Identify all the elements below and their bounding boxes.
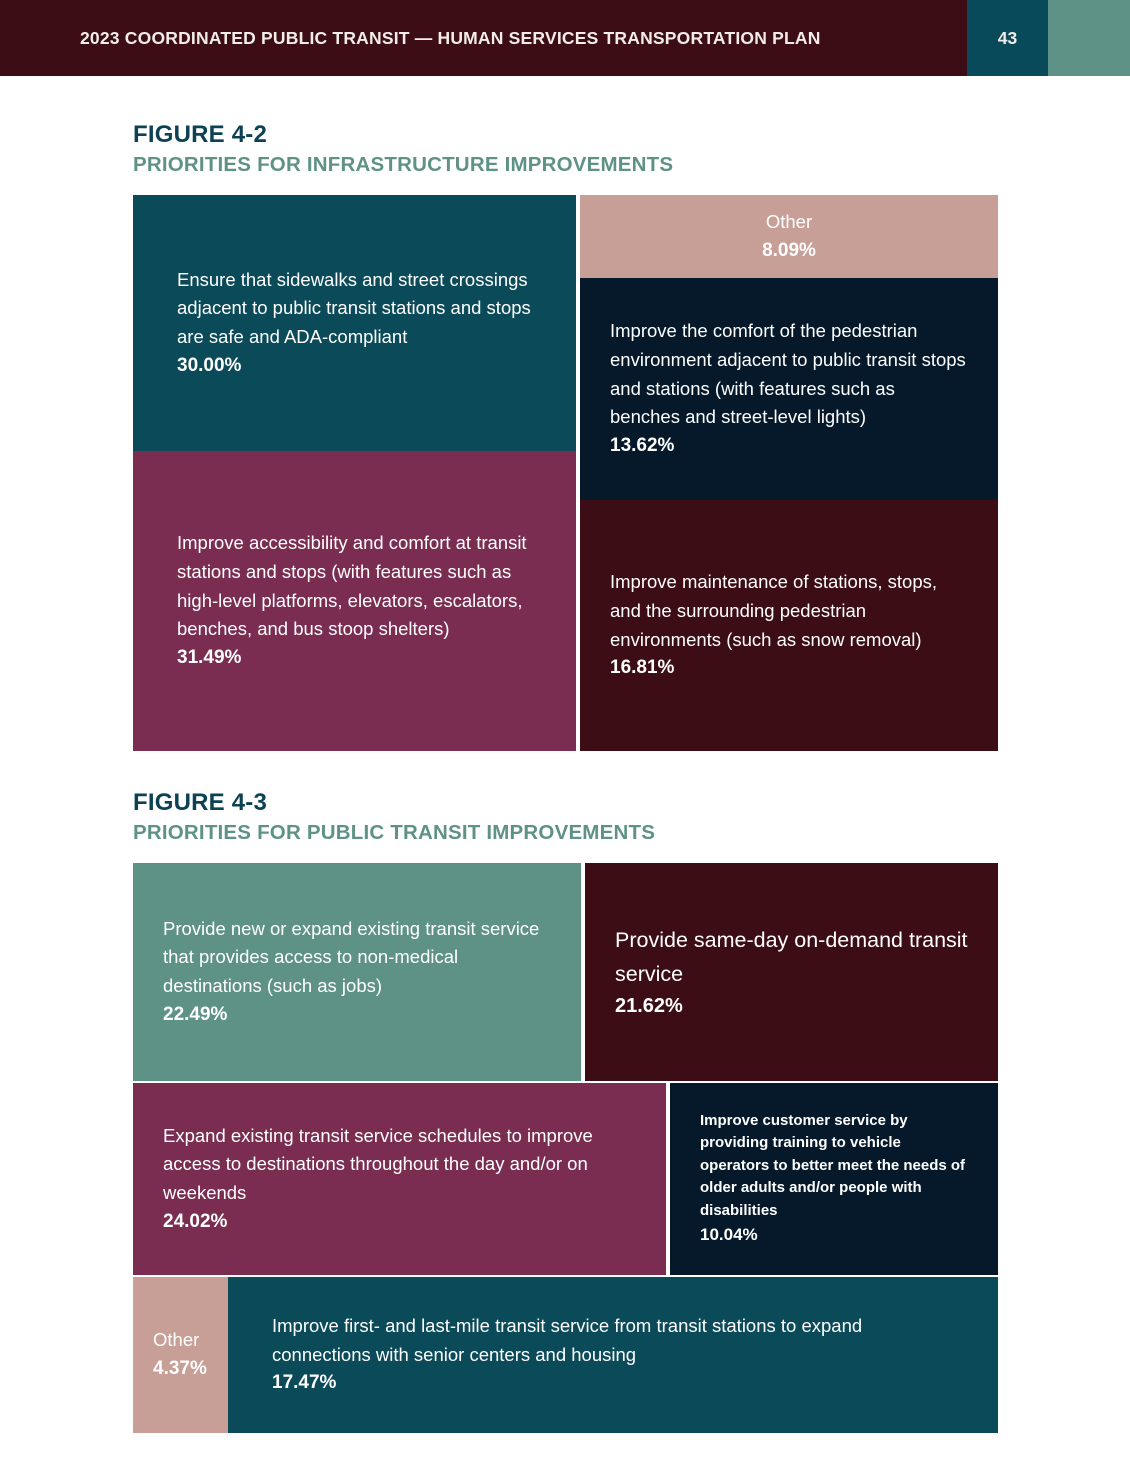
header-title-bar: 2023 COORDINATED PUBLIC TRANSIT — HUMAN … [0, 0, 967, 76]
treemap-tile-same-day-on-demand[interactable]: Provide same-day on-demand transit servi… [585, 862, 998, 1081]
treemap-tile-label: Expand existing transit service schedule… [163, 1124, 593, 1204]
treemap-tile-other[interactable]: Other 8.09% [580, 194, 998, 278]
treemap-tile-value: 8.09% [762, 239, 816, 261]
figure-4-2-subtitle: PRIORITIES FOR INFRASTRUCTURE IMPROVEMEN… [133, 153, 674, 177]
page-number: 43 [997, 27, 1018, 48]
treemap-tile-label: Improve the comfort of the pedestrian en… [610, 320, 966, 428]
treemap-tile-value: 31.49% [177, 647, 242, 669]
figure-4-3-treemap: Provide new or expand existing transit s… [133, 862, 998, 1433]
page-number-box: 43 [967, 0, 1048, 76]
figure-4-3-subtitle: PRIORITIES FOR PUBLIC TRANSIT IMPROVEMEN… [133, 821, 656, 845]
treemap-tile-pedestrian-comfort[interactable]: Improve the comfort of the pedestrian en… [580, 277, 998, 500]
treemap-tile-sidewalks-ada[interactable]: Ensure that sidewalks and street crossin… [133, 194, 576, 451]
figure-4-3: FIGURE 4-3 PRIORITIES FOR PUBLIC TRANSIT… [133, 789, 998, 1433]
figure-4-3-number: FIGURE 4-3 [133, 789, 268, 816]
page-title: 2023 COORDINATED PUBLIC TRANSIT — HUMAN … [80, 27, 821, 48]
figure-4-2: FIGURE 4-2 PRIORITIES FOR INFRASTRUCTURE… [133, 121, 998, 751]
treemap-tile-accessibility-comfort[interactable]: Improve accessibility and comfort at tra… [133, 450, 576, 751]
page-header: 2023 COORDINATED PUBLIC TRANSIT — HUMAN … [0, 0, 1130, 76]
treemap-tile-value: 13.62% [610, 435, 675, 457]
treemap-tile-value: 22.49% [163, 1003, 228, 1025]
header-accent-block [1048, 0, 1130, 76]
treemap-tile-expand-schedules[interactable]: Expand existing transit service schedule… [133, 1082, 666, 1275]
treemap-tile-label: Other [765, 210, 813, 232]
treemap-tile-value: 24.02% [163, 1210, 228, 1232]
treemap-tile-value: 4.37% [153, 1358, 207, 1380]
treemap-tile-nonmedical-access[interactable]: Provide new or expand existing transit s… [133, 862, 581, 1081]
figure-4-2-number: FIGURE 4-2 [133, 121, 268, 148]
treemap-tile-first-last-mile[interactable]: Improve first- and last-mile transit ser… [228, 1276, 998, 1433]
treemap-tile-label: Other [153, 1329, 200, 1351]
treemap-tile-label: Improve first- and last-mile transit ser… [272, 1315, 863, 1365]
treemap-tile-customer-service-training[interactable]: Improve customer service by providing tr… [670, 1082, 998, 1275]
figure-4-2-treemap: Ensure that sidewalks and street crossin… [133, 194, 998, 751]
treemap-tile-label: Improve accessibility and comfort at tra… [177, 532, 527, 640]
treemap-tile-value: 30.00% [177, 354, 242, 376]
treemap-tile-label: Ensure that sidewalks and street crossin… [177, 268, 531, 348]
treemap-tile-label: Provide same-day on-demand transit servi… [615, 927, 968, 986]
treemap-tile-value: 10.04% [700, 1225, 758, 1245]
treemap-tile-value: 21.62% [615, 995, 683, 1018]
treemap-tile-label: Improve customer service by providing tr… [700, 1111, 966, 1219]
treemap-tile-other[interactable]: Other 4.37% [133, 1276, 228, 1433]
treemap-tile-maintenance[interactable]: Improve maintenance of stations, stops, … [580, 499, 998, 751]
treemap-tile-label: Provide new or expand existing transit s… [163, 917, 540, 997]
treemap-tile-label: Improve maintenance of stations, stops, … [610, 571, 938, 650]
treemap-tile-value: 16.81% [610, 657, 675, 679]
treemap-tile-value: 17.47% [272, 1372, 337, 1394]
